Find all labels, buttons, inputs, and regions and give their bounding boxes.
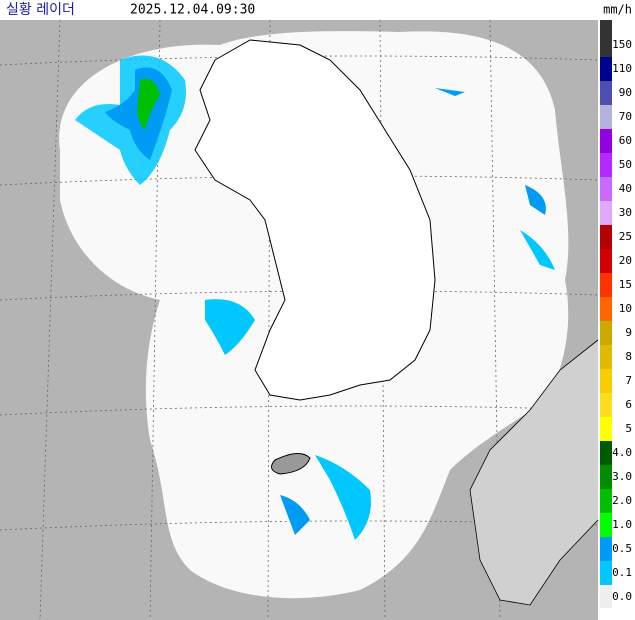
legend-label: 6 [625,398,632,411]
legend-swatch [600,81,612,105]
legend-label: 0.1 [612,566,632,579]
legend-swatch [600,201,612,225]
legend-swatch [600,105,612,129]
legend-swatch [600,249,612,273]
legend-swatch [600,561,612,585]
legend-label: 30 [619,206,632,219]
legend-label: 10 [619,302,632,315]
unit: mm/h [603,3,632,17]
legend-label: 50 [619,158,632,171]
legend-swatch [600,513,612,537]
legend-swatch [600,465,612,489]
legend-label: 25 [619,230,632,243]
legend-label: 9 [625,326,632,339]
legend-label: 2.0 [612,494,632,507]
legend-label: 90 [619,86,632,99]
legend-label: 1.0 [612,518,632,531]
title: 실황 레이더 [6,2,75,18]
legend-swatch [600,57,612,81]
map [0,19,599,620]
legend-label: 40 [619,182,632,195]
legend-label: 4.0 [612,446,632,459]
timestamp: 2025.12.04.09:30 [130,3,255,18]
legend-swatch [600,537,612,561]
legend-label: 0.5 [612,542,632,555]
legend-label: 150 [612,38,632,51]
legend-swatch [600,273,612,297]
legend-swatch [600,225,612,249]
legend-swatch [600,417,612,441]
legend-label: 60 [619,134,632,147]
radar-echoes [75,55,555,540]
korea-peninsula [194,39,436,401]
legend-label: 3.0 [612,470,632,483]
japan-coast [469,339,599,606]
legend-swatch [600,441,612,465]
legend-swatch [600,177,612,201]
legend-label: 110 [612,62,632,75]
legend-label: 8 [625,350,632,363]
legend-label: 0.0 [612,590,632,603]
legend-swatch [600,585,612,608]
legend-swatch [600,153,612,177]
legend-label: 5 [625,422,632,435]
legend-swatch [600,393,612,417]
legend-label: 70 [619,110,632,123]
legend-label: 7 [625,374,632,387]
legend-label: 20 [619,254,632,267]
legend-swatch [600,345,612,369]
legend-swatch [600,369,612,393]
legend-swatch [600,489,612,513]
jeju-island [270,453,311,475]
legend: 150 110 90 70 60 50 40 30 25 20 15 10 9 8 7 6 5 4.0 3.0 2.0… [600,20,632,608]
legend-swatch [600,321,612,345]
legend-swatch [600,297,612,321]
legend-swatch [600,20,612,57]
legend-swatch [600,129,612,153]
legend-label: 15 [619,278,632,291]
